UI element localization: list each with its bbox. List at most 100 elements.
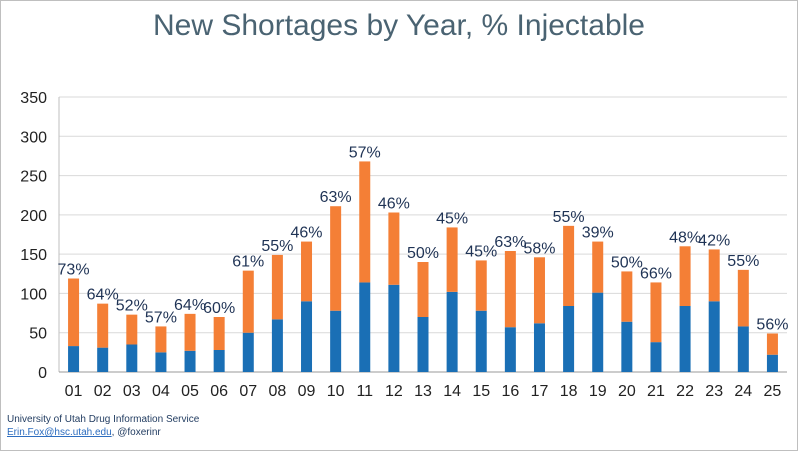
data-label: 46% (291, 225, 323, 242)
x-tick-label: 06 (210, 383, 228, 400)
bar-injectable (446, 291, 458, 372)
bar-other (708, 249, 720, 302)
bar-other (155, 326, 167, 353)
x-tick-label: 17 (531, 383, 549, 400)
bar-other (388, 212, 400, 285)
x-tick-label: 02 (94, 383, 112, 400)
data-label: 57% (145, 309, 177, 326)
data-label: 46% (378, 196, 410, 213)
data-label: 73% (58, 262, 90, 279)
x-tick-label: 19 (589, 383, 607, 400)
data-label: 66% (640, 265, 672, 282)
bar-injectable (271, 319, 283, 372)
bar-other (533, 257, 545, 324)
source-email-link[interactable]: Erin.Fox@hsc.utah.edu (7, 427, 112, 438)
bar-other (737, 269, 749, 327)
data-label: 55% (261, 238, 293, 255)
bar-other (446, 227, 458, 292)
y-tick-label: 200 (20, 208, 47, 225)
data-label: 50% (611, 254, 643, 271)
data-label: 63% (494, 234, 526, 251)
x-tick-label: 04 (152, 383, 170, 400)
y-tick-label: 0 (38, 365, 47, 382)
bar-injectable (359, 282, 371, 372)
y-tick-label: 300 (20, 129, 47, 146)
data-label: 56% (756, 317, 788, 334)
y-tick-label: 100 (20, 286, 47, 303)
bar-other (679, 246, 691, 306)
x-tick-label: 25 (764, 383, 782, 400)
data-label: 55% (727, 253, 759, 270)
bar-other (97, 303, 109, 348)
source-org: University of Utah Drug Information Serv… (7, 414, 200, 425)
chart-title: New Shortages by Year, % Injectable (153, 9, 645, 42)
data-label: 42% (698, 232, 730, 249)
bar-injectable (126, 344, 138, 372)
bar-injectable (533, 323, 545, 372)
bar-other (301, 241, 313, 302)
x-tick-label: 15 (472, 383, 490, 400)
x-tick-label: 10 (327, 383, 345, 400)
x-tick-label: 20 (618, 383, 636, 400)
bar-injectable (330, 310, 342, 372)
x-tick-label: 24 (734, 383, 752, 400)
bar-injectable (417, 317, 429, 372)
data-label: 64% (174, 297, 206, 314)
y-tick-label: 150 (20, 247, 47, 264)
bar-injectable (184, 350, 196, 372)
source-handle: @foxerinr (117, 427, 161, 438)
bar-other (475, 260, 487, 311)
x-tick-label: 16 (501, 383, 519, 400)
bar-other (766, 333, 778, 355)
bar-injectable (475, 310, 487, 372)
bar-injectable (708, 301, 720, 372)
bar-injectable (242, 332, 254, 372)
x-tick-label: 14 (443, 383, 461, 400)
bar-injectable (388, 284, 400, 372)
data-label: 60% (203, 300, 235, 317)
data-label: 48% (669, 229, 701, 246)
data-label: 45% (436, 210, 468, 227)
x-tick-label: 09 (298, 383, 316, 400)
data-label: 61% (232, 254, 264, 271)
bar-other (563, 225, 575, 306)
bar-other (650, 282, 662, 343)
x-tick-label: 08 (269, 383, 287, 400)
y-tick-label: 350 (20, 90, 47, 107)
x-tick-label: 01 (65, 383, 83, 400)
bar-other (271, 254, 283, 320)
bar-other (417, 262, 429, 317)
x-tick-label: 11 (356, 383, 373, 400)
bar-other (184, 313, 196, 351)
data-label: 64% (87, 287, 119, 304)
data-label: 55% (553, 209, 585, 226)
x-tick-label: 07 (239, 383, 257, 400)
y-tick-label: 250 (20, 169, 47, 186)
bar-other (242, 270, 254, 333)
bar-injectable (766, 354, 778, 372)
x-tick-label: 05 (181, 383, 199, 400)
data-label: 52% (116, 298, 148, 315)
x-tick-label: 03 (123, 383, 141, 400)
bar-injectable (155, 352, 167, 372)
bar-other (359, 161, 371, 283)
x-tick-label: 13 (414, 383, 432, 400)
bar-other (621, 271, 633, 322)
bar-injectable (563, 306, 575, 372)
bar-injectable (213, 350, 225, 372)
data-label: 58% (523, 240, 555, 257)
bar-injectable (301, 301, 313, 372)
x-tick-label: 12 (385, 383, 403, 400)
x-tick-label: 18 (560, 383, 578, 400)
data-label: 57% (349, 144, 381, 161)
bar-other (213, 317, 225, 350)
bar-injectable (679, 306, 691, 372)
bar-injectable (97, 347, 109, 372)
bar-injectable (650, 342, 662, 372)
source-contact: Erin.Fox@hsc.utah.edu, @foxerinr (7, 426, 199, 439)
bar-other (330, 206, 342, 311)
data-label: 45% (465, 243, 497, 260)
bar-other (504, 251, 516, 328)
